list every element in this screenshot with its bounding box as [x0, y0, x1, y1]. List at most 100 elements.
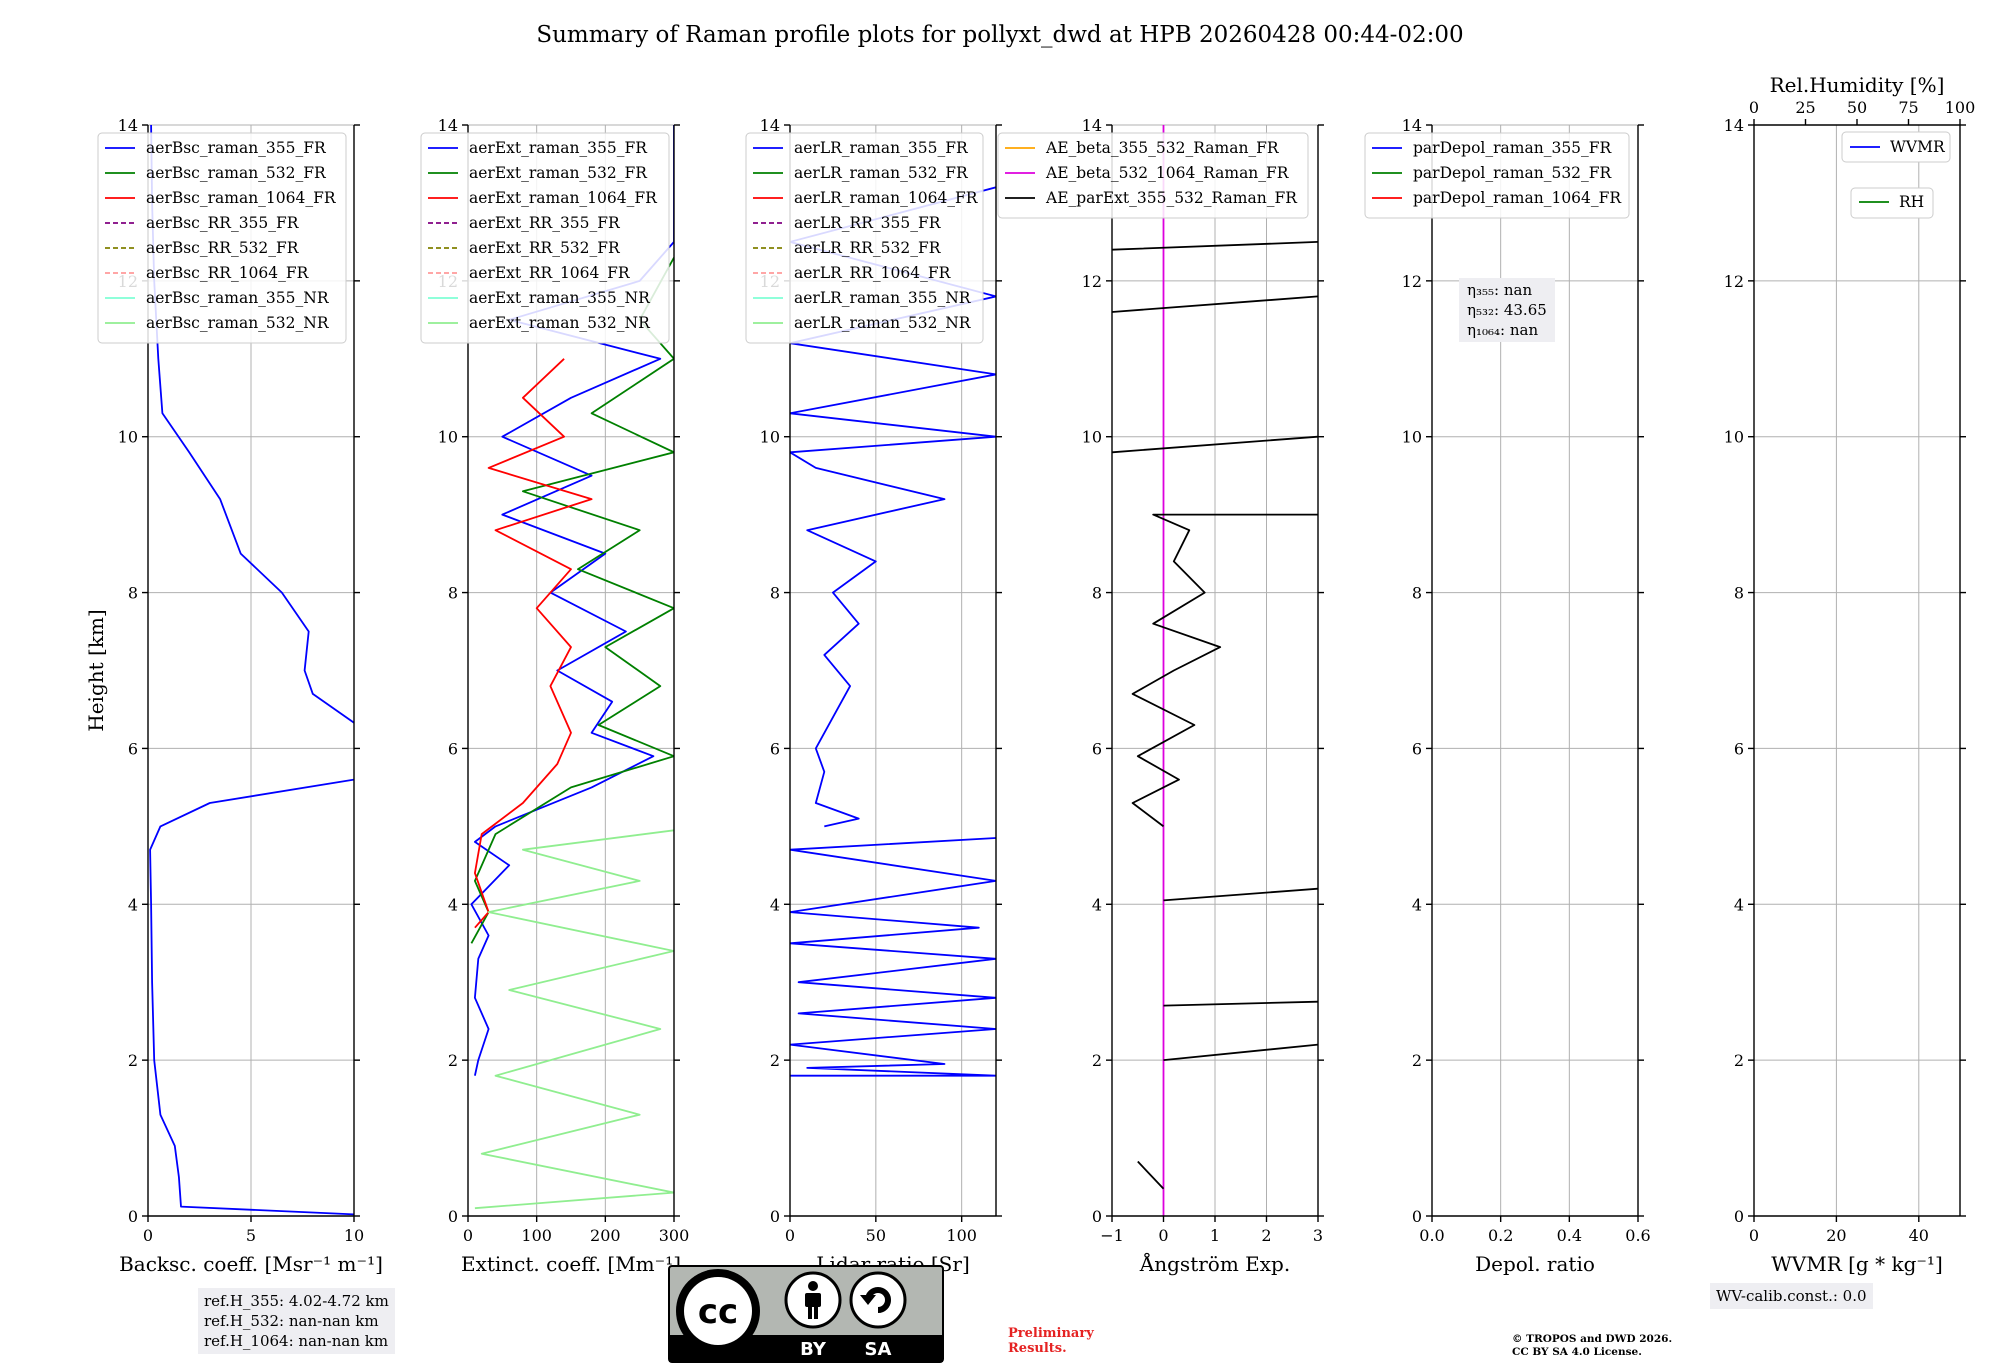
x-tick-label: 300: [659, 1226, 690, 1245]
y-tick-label: 2: [1734, 1051, 1744, 1070]
legend-label: aerLR_raman_532_NR: [794, 314, 972, 332]
series-line-AE_parExt_355_532_Raman_FR: [1112, 241, 1318, 1190]
top-x-axis-label: Rel.Humidity [%]: [1770, 73, 1945, 97]
x-tick-label: 0.2: [1488, 1226, 1513, 1245]
legend-label: aerExt_RR_532_FR: [469, 239, 621, 257]
y-tick-label: 8: [448, 584, 458, 603]
top-x-tick-label: 25: [1795, 98, 1815, 117]
series-group: [470, 125, 674, 1210]
legend-label: WVMR: [1890, 138, 1946, 156]
preliminary-line1: Preliminary: [1008, 1326, 1094, 1341]
y-tick-label: 6: [448, 739, 458, 758]
y-tick-label: 6: [1734, 739, 1744, 758]
y-tick-label: 2: [1412, 1051, 1422, 1070]
panel-backscatter: 024681012140510Backsc. coeff. [Msr⁻¹ m⁻¹…: [84, 116, 383, 1276]
series-group: [1112, 125, 1318, 1216]
wv-calib-box: WV-calib.const.: 0.0: [1710, 1283, 1873, 1309]
copyright-line1: © TROPOS and DWD 2026.: [1512, 1333, 1673, 1345]
x-axis-label: WVMR [g * kg⁻¹]: [1771, 1252, 1943, 1276]
x-tick-label: 50: [866, 1226, 886, 1245]
legend-frame: [97, 132, 347, 344]
y-tick-label: 14: [760, 116, 780, 135]
legend: AE_beta_355_532_Raman_FR AE_beta_532_1064…: [997, 132, 1309, 219]
y-tick-label: 10: [760, 428, 780, 447]
x-tick-label: 10: [344, 1226, 364, 1245]
x-tick-label: 0: [1158, 1226, 1168, 1245]
x-tick-label: 0.6: [1625, 1226, 1650, 1245]
y-tick-label: 14: [438, 116, 458, 135]
y-tick-label: 2: [128, 1051, 138, 1070]
series-group: [790, 186, 996, 1077]
legend: aerLR_raman_355_FR aerLR_raman_532_FR aerL…: [745, 132, 984, 344]
legend-frame: [997, 132, 1309, 219]
ref-height-532: ref.H_532: nan-nan km: [204, 1312, 379, 1330]
x-tick-label: −1: [1100, 1226, 1124, 1245]
by-person-icon: [784, 1271, 842, 1329]
y-tick-label: 2: [770, 1051, 780, 1070]
y-tick-label: 0: [770, 1207, 780, 1226]
y-tick-label: 0: [448, 1207, 458, 1226]
eta-1064: η₁₀₆₄: nan: [1467, 321, 1539, 339]
legend: aerBsc_raman_355_FR aerBsc_raman_532_FRae…: [97, 132, 347, 344]
legend-label: aerBsc_RR_355_FR: [146, 214, 300, 232]
panel-extinction: 024681012140100200300Extinct. coeff. [Mm…: [420, 116, 690, 1276]
y-tick-label: 0: [1092, 1207, 1102, 1226]
panel-lidar_ratio: 02468101214050100Lidar ratio [Sr]aerLR_r…: [745, 116, 1002, 1276]
legend-label: aerExt_raman_1064_FR: [469, 189, 658, 207]
x-tick-label: 0.0: [1419, 1226, 1444, 1245]
series-line-aerExt_raman_532_FR: [470, 257, 674, 944]
legend: WVMR RH: [1841, 131, 1951, 219]
legend-label: RH: [1899, 193, 1924, 211]
y-tick-label: 0: [1412, 1207, 1422, 1226]
eta-532: η₅₃₂: 43.65: [1467, 301, 1547, 319]
x-tick-label: 200: [590, 1226, 621, 1245]
x-tick-label: 100: [521, 1226, 552, 1245]
legend-label: aerBsc_raman_1064_FR: [146, 189, 337, 207]
y-tick-label: 2: [1092, 1051, 1102, 1070]
legend-label: AE_parExt_355_532_Raman_FR: [1045, 189, 1298, 207]
preliminary-note: Preliminary Results.: [1008, 1326, 1094, 1356]
y-tick-label: 14: [118, 116, 138, 135]
top-x-tick-label: 75: [1898, 98, 1918, 117]
legend-frame: [745, 132, 984, 344]
legend-label: aerBsc_raman_532_FR: [146, 164, 327, 182]
legend-label: aerExt_raman_532_NR: [469, 314, 651, 332]
legend-label: aerLR_RR_532_FR: [794, 239, 942, 257]
y-tick-label: 8: [1412, 584, 1422, 603]
legend-label: aerLR_raman_355_FR: [794, 139, 969, 157]
y-tick-label: 8: [1092, 584, 1102, 603]
y-tick-label: 10: [438, 428, 458, 447]
x-tick-label: 20: [1826, 1226, 1846, 1245]
y-tick-label: 0: [1734, 1207, 1744, 1226]
y-tick-label: 14: [1402, 116, 1422, 135]
x-tick-label: 3: [1313, 1226, 1323, 1245]
y-tick-label: 6: [770, 739, 780, 758]
preliminary-line2: Results.: [1008, 1341, 1067, 1356]
y-tick-label: 8: [770, 584, 780, 603]
y-tick-label: 14: [1724, 116, 1744, 135]
top-x-tick-label: 50: [1847, 98, 1867, 117]
legend: aerExt_raman_355_FR aerExt_raman_532_FRae…: [420, 132, 670, 344]
x-axis-label: Ångström Exp.: [1139, 1251, 1290, 1276]
y-tick-label: 10: [1402, 428, 1422, 447]
y-tick-label: 14: [1082, 116, 1102, 135]
copyright-note: © TROPOS and DWD 2026. CC BY SA 4.0 Lice…: [1512, 1333, 1672, 1359]
legend-label: aerLR_RR_1064_FR: [794, 264, 952, 282]
y-tick-label: 4: [128, 895, 138, 914]
y-tick-label: 6: [1412, 739, 1422, 758]
series-line-aerExt_raman_532_NR: [474, 829, 674, 1210]
ref-height-355: ref.H_355: 4.02-4.72 km: [204, 1292, 389, 1310]
y-tick-label: 0: [128, 1207, 138, 1226]
legend-label: aerLR_raman_355_NR: [794, 289, 972, 307]
legend-label: aerExt_raman_355_NR: [469, 289, 651, 307]
legend-label: AE_beta_355_532_Raman_FR: [1045, 139, 1280, 157]
panel-depol: 0 2 4 6 8 10 12 14 0.0 0.2 0.4 0.6 Depol. ratio parDe…: [1364, 116, 1651, 1276]
cc-text: cc: [698, 1292, 738, 1332]
x-axis-label: Extinct. coeff. [Mm⁻¹]: [461, 1252, 681, 1276]
x-axis-label: Backsc. coeff. [Msr⁻¹ m⁻¹]: [119, 1252, 383, 1276]
copyright-line2: CC BY SA 4.0 License.: [1512, 1346, 1642, 1358]
x-tick-label: 1: [1210, 1226, 1220, 1245]
legend-label: aerExt_RR_1064_FR: [469, 264, 631, 282]
y-tick-label: 12: [1402, 272, 1422, 291]
cc-icon: cc: [676, 1269, 760, 1353]
